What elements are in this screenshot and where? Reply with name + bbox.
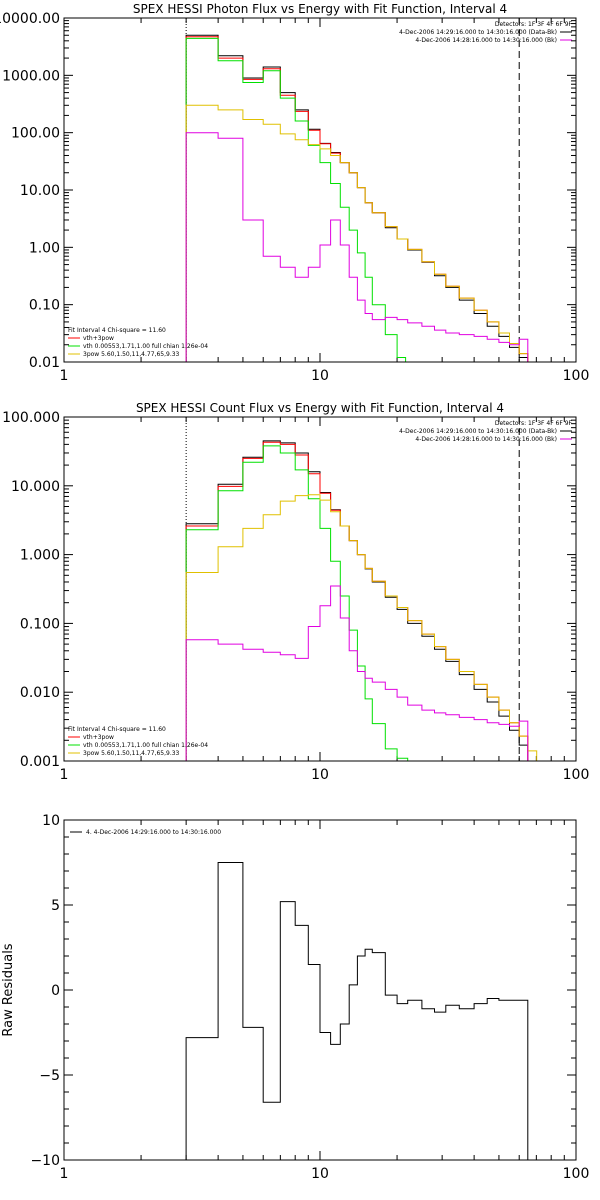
y-tick-label: 0.001 [20,754,60,770]
y-tick-label: 1.00 [29,240,60,256]
legend-text: 4-Dec-2006 14:29:16.000 to 14:30:16.000 … [399,29,557,36]
legend-text: vth 0.00553,1.71,1.00 full chian 1.26e-0… [83,742,208,749]
x-tick-label: 1 [60,767,69,783]
y-tick-label: 10.00 [20,183,60,199]
legend-text: 3pow 5.60,1.50,11,4.77,65,9.33 [83,750,180,757]
series-line-1 [185,34,529,362]
chart-panel-1: SPEX HESSI Photon Flux vs Energy with Fi… [0,2,589,384]
x-tick-label: 100 [563,368,590,384]
legend-text: vth 0.00553,1.71,1.00 full chian 1.26e-0… [83,343,208,350]
y-tick-label: −5 [39,1068,60,1084]
chart-panel-3: Raw Residuals 1 10 100 −10 −5 0 5 10 4. 4-Dec-200… [1,813,589,1182]
y-tick-label: 0.010 [20,685,60,701]
y-tick-label: 1.000 [20,548,60,564]
series-line-5 [185,585,529,761]
legend-text: 4-Dec-2006 14:28:16.000 to 14:30:16.000 … [415,436,557,443]
plot-frame [63,17,577,363]
legend-text: Fit Interval 4 Chi-square = 11.60 [68,726,166,733]
x-tick-label: 10 [311,767,329,783]
y-tick-label: 10 [42,813,60,829]
y-tick-label: 100.000 [2,410,60,426]
series-line-3 [185,445,417,761]
legend-text: 4-Dec-2006 14:29:16.000 to 14:30:16.000 … [399,428,557,435]
y-tick-label: 10000.00 [0,11,60,27]
y-axis-label: Raw Residuals [1,943,16,1036]
y-tick-label: 100.00 [11,126,60,142]
x-tick-label: 100 [563,767,590,783]
series-line-4 [185,104,537,362]
y-tick-label: 0.01 [29,355,60,371]
plot-frame [63,819,577,1161]
y-tick-label: 0.10 [29,298,60,314]
series-line-5 [185,132,529,362]
x-tick-label: 10 [311,1166,329,1182]
x-tick-label: 10 [311,368,329,384]
legend-text: Detectors: 1F 3F 4F 6F 9F [495,21,573,28]
legend-text: Detectors: 1F 3F 4F 6F 9F [495,420,573,427]
legend-text: 4. 4-Dec-2006 14:29:16.000 to 14:30:16.0… [86,829,221,836]
plot-frame [63,416,577,762]
series-line-1 [185,862,529,1160]
legend-text: 3pow 5.60,1.50,11,4.77,65,9.33 [83,351,180,358]
y-tick-label: 0 [51,983,60,999]
y-tick-label: 0.100 [20,616,60,632]
x-tick-label: 100 [563,1166,590,1182]
y-tick-label: 1000.00 [2,68,60,84]
chart-title: SPEX HESSI Photon Flux vs Energy with Fi… [133,2,507,16]
chart-title: SPEX HESSI Count Flux vs Energy with Fit… [136,401,504,415]
legend-text: vth+3pow [83,734,114,741]
series-line-3 [185,37,407,362]
legend-text: 4-Dec-2006 14:28:16.000 to 14:30:16.000 … [415,37,557,44]
series-line-4 [185,494,538,761]
legend-text: vth+3pow [83,335,114,342]
legend-text: Fit Interval 4 Chi-square = 11.60 [68,327,166,334]
x-tick-label: 1 [60,1166,69,1182]
series-line-2 [185,441,529,761]
y-tick-label: 10.000 [11,479,60,495]
series-line-1 [185,440,529,761]
x-tick-label: 1 [60,368,69,384]
chart-panel-2: SPEX HESSI Count Flux vs Energy with Fit… [2,401,589,783]
y-tick-label: 5 [51,898,60,914]
y-tick-label: −10 [30,1153,60,1169]
